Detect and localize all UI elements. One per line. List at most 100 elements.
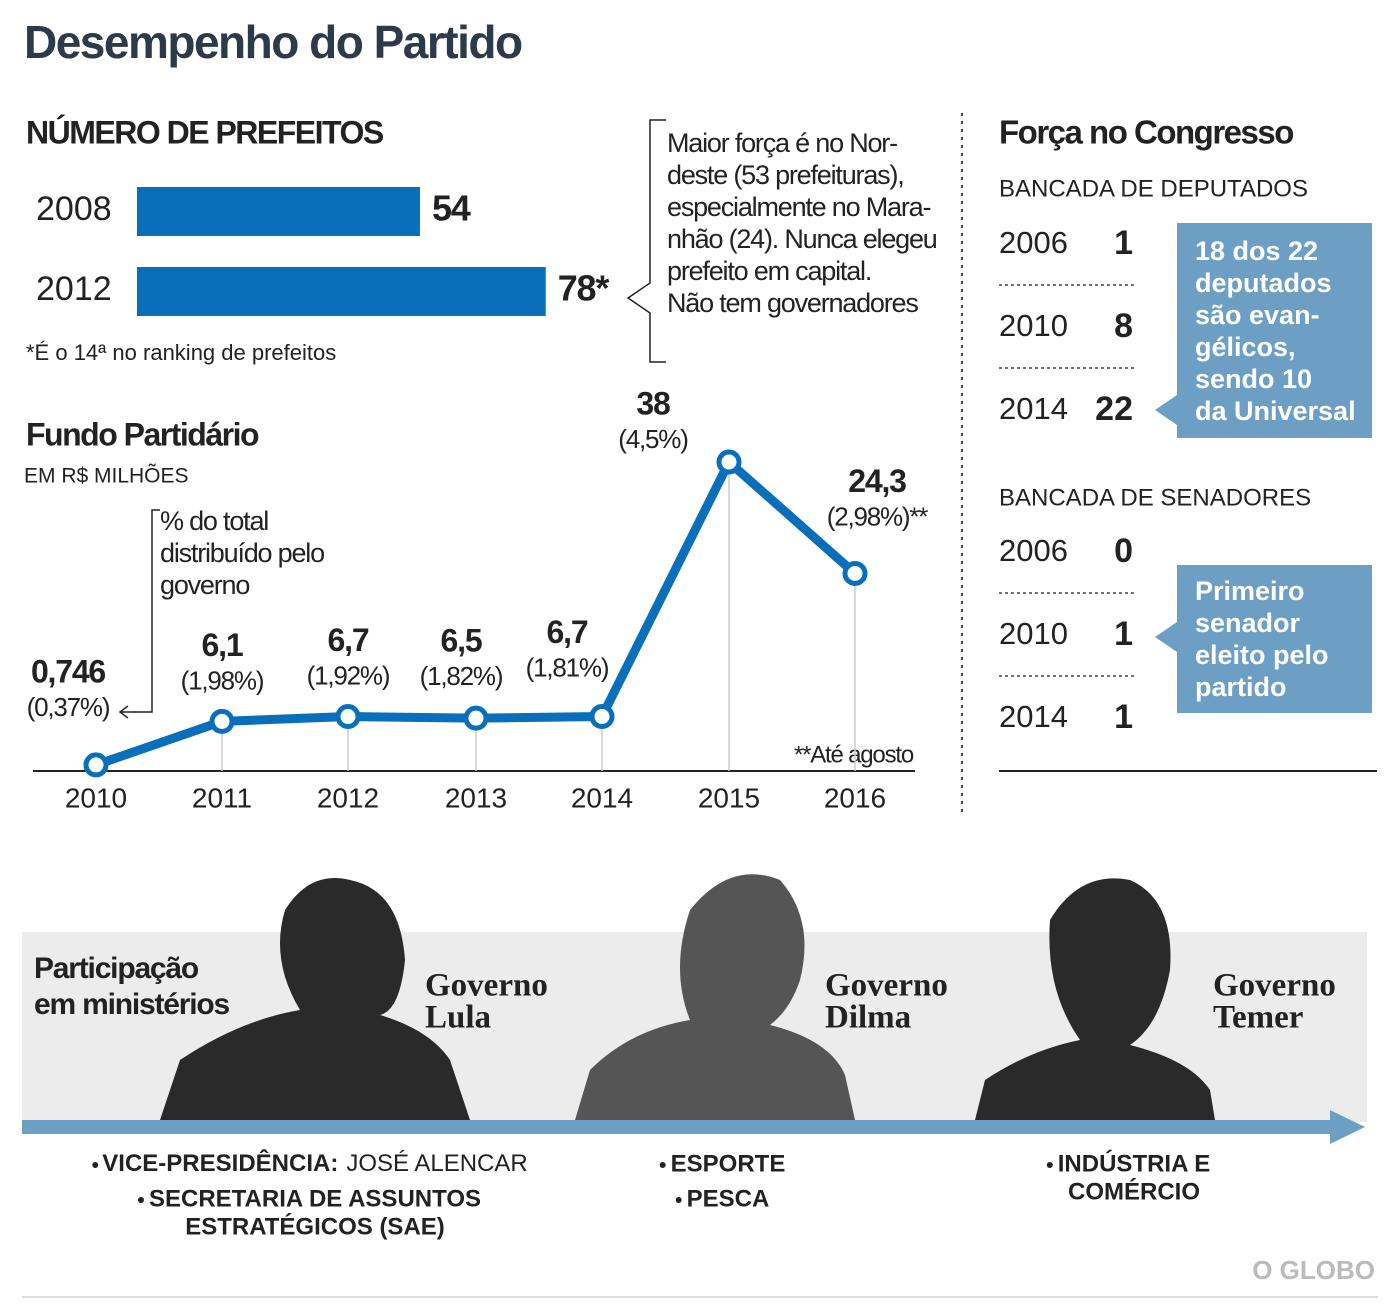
item-detail: JOSÉ ALENCAR <box>346 1150 527 1177</box>
year: 2014 <box>999 391 1068 426</box>
annotation-line: % do total <box>160 506 268 536</box>
point <box>842 560 868 586</box>
point <box>83 752 109 778</box>
governo-name: Dilma <box>825 1000 911 1036</box>
governo-name: Governo <box>425 968 548 1004</box>
item-line: COMÉRCIO <box>1068 1177 1200 1205</box>
value-label: 0,746 <box>31 653 105 689</box>
annotation-line: governo <box>160 570 249 600</box>
pct-label: (1,98%) <box>181 665 264 695</box>
item-line: INDÚSTRIA E <box>1058 1149 1210 1177</box>
senadores-title: BANCADA DE SENADORES <box>999 484 1311 511</box>
box-line: 18 dos 22 <box>1195 236 1318 266</box>
photos <box>160 874 1215 1120</box>
seats: 8 <box>1114 307 1133 345</box>
bar-note: *É o 14ª no ranking de prefeitos <box>26 340 336 365</box>
line-title: Fundo Partidário <box>26 416 259 452</box>
annotation-line: Maior força é no Nor- <box>667 128 897 158</box>
bar-value: 78* <box>558 268 610 309</box>
line-note: **Até agosto <box>794 741 914 768</box>
pct-label: (2,98%)** <box>827 501 929 531</box>
item-line: ESPORTE <box>671 1150 786 1177</box>
governo-name: Temer <box>1213 1000 1303 1036</box>
seats: 1 <box>1114 615 1133 653</box>
governo-name: Governo <box>825 968 948 1004</box>
item-label: VICE-PRESIDÊNCIA: <box>102 1149 338 1177</box>
bullet <box>675 1197 682 1203</box>
point <box>209 708 235 734</box>
photo-lula <box>160 878 470 1120</box>
point <box>716 449 742 475</box>
x-tick-label: 2013 <box>445 782 507 813</box>
box-line: partido <box>1195 672 1287 702</box>
pct-label: (0,37%) <box>27 692 110 722</box>
x-tick-label: 2016 <box>824 782 886 813</box>
item-line: ESTRATÉGICOS (SAE) <box>185 1212 445 1240</box>
page-title: Desempenho do Partido <box>24 16 522 68</box>
bullet <box>92 1162 99 1168</box>
x-tick-label: 2010 <box>65 782 127 813</box>
seats: 22 <box>1095 390 1133 428</box>
box-line: são evan- <box>1195 300 1320 330</box>
box-line: eleito pelo <box>1195 640 1329 670</box>
x-tick-label: 2011 <box>192 782 252 813</box>
deputados-title: BANCADA DE DEPUTADOS <box>999 175 1308 202</box>
pct-label: (1,82%) <box>420 661 503 691</box>
year: 2006 <box>999 225 1068 260</box>
pct-label: (1,81%) <box>526 652 609 682</box>
bar <box>137 187 420 236</box>
annotation-arrow <box>118 509 160 719</box>
box-line: gélicos, <box>1195 332 1296 362</box>
bar-label: 2012 <box>36 270 112 308</box>
box-line: Primeiro <box>1195 576 1305 606</box>
box-line: deputados <box>1195 268 1332 298</box>
annotation-line: prefeito em capital. <box>667 256 871 286</box>
value-label: 6,1 <box>202 627 243 663</box>
year: 2010 <box>999 308 1068 343</box>
annotation-line: especialmente no Mara- <box>667 192 930 222</box>
value-label: 38 <box>636 386 670 422</box>
value-label: 6,7 <box>547 614 588 650</box>
ministerios-title: em ministérios <box>34 988 229 1021</box>
pct-label: (4,5%) <box>618 424 688 454</box>
annotation-line: nhão (24). Nunca elegeu <box>667 224 937 254</box>
seats: 1 <box>1114 224 1133 262</box>
box-line: da Universal <box>1195 396 1356 426</box>
seats: 0 <box>1114 532 1133 570</box>
bullet <box>1046 1162 1053 1168</box>
x-tick-label: 2012 <box>317 782 379 813</box>
x-tick-label: 2015 <box>698 782 760 813</box>
point <box>463 705 489 731</box>
point <box>335 704 361 730</box>
x-tick-label: 2014 <box>571 782 633 813</box>
item-line: SECRETARIA DE ASSUNTOS <box>149 1185 481 1212</box>
year: 2006 <box>999 533 1068 568</box>
governo-name: Governo <box>1213 968 1336 1004</box>
year: 2014 <box>999 699 1068 734</box>
pct-label: (1,92%) <box>307 660 390 690</box>
point <box>589 704 615 730</box>
item-line: PESCA <box>687 1185 770 1212</box>
year: 2010 <box>999 616 1068 651</box>
bullet <box>137 1197 144 1203</box>
governo-name: Lula <box>425 1000 491 1036</box>
photo-dilma <box>575 874 855 1120</box>
annotation-line: Não tem governadores <box>667 288 918 318</box>
value-label: 6,7 <box>328 622 369 658</box>
bullet <box>659 1162 666 1168</box>
bar-value: 54 <box>432 188 471 229</box>
box-line: senador <box>1195 608 1301 638</box>
bar <box>137 267 546 316</box>
box-line: sendo 10 <box>1195 364 1312 394</box>
senadores-box <box>1155 565 1372 713</box>
ministerios-title: Participação <box>34 952 199 985</box>
value-label: 6,5 <box>441 623 482 659</box>
congress-title: Força no Congresso <box>999 114 1293 151</box>
seats: 1 <box>1114 698 1133 736</box>
line-subtitle: EM R$ MILHÕES <box>24 464 189 488</box>
source: O GLOBO <box>1252 1255 1375 1285</box>
value-label: 24,3 <box>848 463 906 499</box>
timeline-arrow <box>22 1110 1365 1144</box>
photo-temer <box>975 878 1215 1120</box>
